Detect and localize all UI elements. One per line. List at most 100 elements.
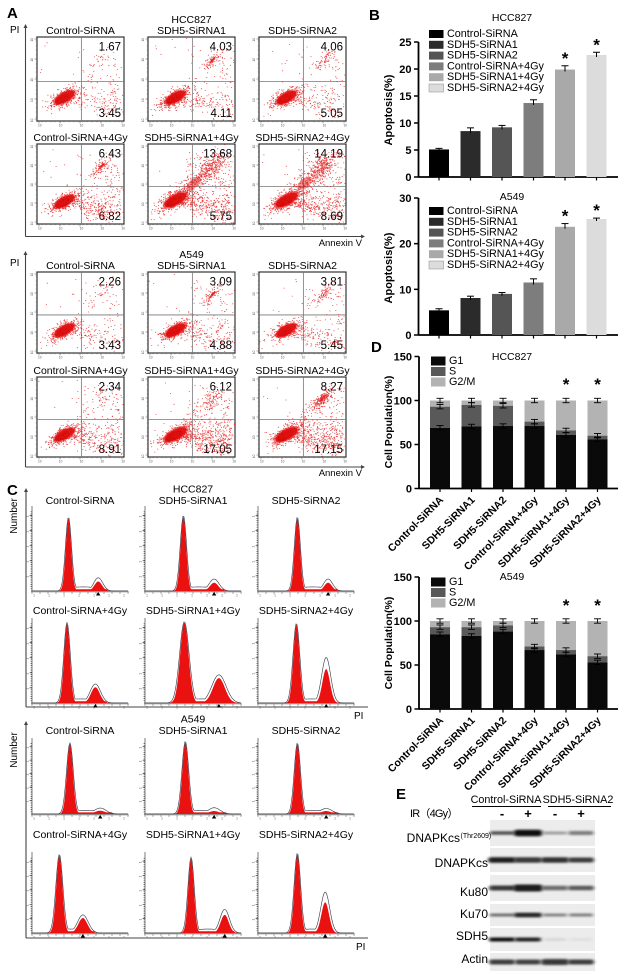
svg-text:*: * (562, 207, 569, 226)
svg-text:1: 1 (139, 531, 143, 533)
svg-text:1: 1 (236, 594, 238, 598)
svg-text:1: 1 (334, 817, 336, 821)
svg-text:1: 1 (221, 817, 223, 821)
svg-text:10: 10 (30, 312, 34, 316)
svg-text:Control-SiRNA: Control-SiRNA (447, 28, 519, 40)
svg-text:Apoptosis(%): Apoptosis(%) (383, 74, 395, 145)
svg-text:1: 1 (274, 936, 276, 940)
svg-text:10: 10 (343, 124, 347, 128)
svg-text:10: 10 (121, 460, 125, 464)
svg-text:1: 1 (319, 594, 321, 598)
svg-text:10: 10 (232, 460, 236, 464)
svg-text:1: 1 (78, 936, 80, 940)
svg-text:10: 10 (101, 460, 105, 464)
svg-text:1: 1 (26, 890, 30, 892)
svg-text:10: 10 (252, 416, 256, 420)
svg-text:20: 20 (399, 239, 411, 251)
svg-text:1: 1 (289, 706, 291, 710)
svg-text:(Thr2609): (Thr2609) (461, 833, 492, 840)
svg-text:G1: G1 (449, 355, 463, 367)
svg-text:10: 10 (30, 118, 34, 122)
svg-text:1: 1 (259, 817, 261, 821)
svg-text:Actin: Actin (461, 952, 488, 966)
svg-text:HCC827: HCC827 (173, 484, 213, 496)
svg-text:1: 1 (252, 658, 256, 660)
svg-text:1: 1 (108, 594, 110, 598)
svg-text:10: 10 (149, 356, 153, 360)
svg-text:1: 1 (33, 936, 35, 940)
svg-text:10: 10 (323, 356, 327, 360)
svg-text:-: - (553, 806, 557, 821)
svg-text:PI: PI (356, 942, 365, 953)
svg-text:SDH5-SiRNA1+4Gy: SDH5-SiRNA1+4Gy (144, 132, 239, 144)
svg-text:10: 10 (30, 78, 34, 82)
svg-text:4.03: 4.03 (210, 42, 232, 54)
svg-text:10: 10 (141, 98, 145, 102)
svg-text:10: 10 (281, 124, 285, 128)
svg-text:100: 100 (394, 616, 412, 628)
svg-text:1: 1 (26, 919, 30, 921)
svg-text:10: 10 (191, 460, 195, 464)
svg-text:10: 10 (38, 356, 42, 360)
svg-text:*: * (594, 375, 601, 394)
svg-text:SDH5-SiRNA1: SDH5-SiRNA1 (159, 725, 228, 737)
svg-text:SDH5-SiRNA1+4Gy: SDH5-SiRNA1+4Gy (447, 248, 545, 260)
svg-text:1: 1 (206, 936, 208, 940)
svg-text:10: 10 (252, 58, 256, 62)
svg-text:6.82: 6.82 (99, 211, 121, 223)
svg-text:1: 1 (161, 817, 163, 821)
svg-text:A549: A549 (500, 571, 525, 583)
svg-text:50: 50 (400, 440, 412, 452)
svg-text:1: 1 (274, 594, 276, 598)
svg-text:10: 10 (252, 98, 256, 102)
svg-text:1: 1 (191, 936, 193, 940)
svg-text:10: 10 (252, 183, 256, 187)
svg-text:10: 10 (80, 356, 84, 360)
svg-text:10: 10 (121, 356, 125, 360)
svg-text:SDH5-SiRNA2+4Gy: SDH5-SiRNA2+4Gy (255, 365, 350, 377)
svg-text:1: 1 (139, 861, 143, 863)
svg-text:1: 1 (289, 817, 291, 821)
svg-text:G1: G1 (449, 576, 463, 588)
svg-text:1: 1 (26, 627, 30, 629)
svg-text:10: 10 (30, 221, 34, 225)
svg-text:1: 1 (252, 561, 256, 563)
svg-text:10: 10 (38, 460, 42, 464)
svg-text:1: 1 (123, 817, 125, 821)
svg-text:1: 1 (206, 817, 208, 821)
svg-text:3.45: 3.45 (99, 108, 121, 120)
svg-text:1: 1 (252, 643, 256, 645)
svg-text:1: 1 (139, 515, 143, 517)
svg-text:1: 1 (139, 546, 143, 548)
svg-text:10: 10 (252, 331, 256, 335)
svg-text:1: 1 (139, 688, 143, 690)
svg-text:10: 10 (323, 124, 327, 128)
svg-text:1: 1 (349, 817, 351, 821)
svg-text:1: 1 (334, 594, 336, 598)
svg-text:0: 0 (405, 172, 411, 184)
svg-text:1: 1 (274, 817, 276, 821)
svg-text:1: 1 (108, 706, 110, 710)
svg-text:1: 1 (78, 817, 80, 821)
svg-text:10: 10 (141, 118, 145, 122)
svg-text:SDH5-SiRNA2: SDH5-SiRNA2 (268, 260, 337, 272)
svg-text:*: * (562, 49, 569, 68)
svg-text:10: 10 (170, 124, 174, 128)
svg-text:1: 1 (289, 594, 291, 598)
svg-text:10: 10 (30, 273, 34, 277)
svg-text:Control-SiRNA: Control-SiRNA (46, 260, 115, 272)
svg-text:6.12: 6.12 (210, 382, 232, 394)
svg-text:1: 1 (33, 594, 35, 598)
svg-text:0: 0 (406, 704, 412, 716)
svg-text:1: 1 (252, 531, 256, 533)
svg-text:E: E (396, 786, 406, 803)
svg-text:1: 1 (319, 817, 321, 821)
svg-text:1: 1 (63, 594, 65, 598)
svg-text:*: * (593, 35, 600, 54)
svg-text:1: 1 (259, 594, 261, 598)
svg-text:10: 10 (281, 356, 285, 360)
svg-text:1: 1 (221, 706, 223, 710)
svg-text:Annexin V: Annexin V (319, 468, 363, 479)
svg-text:HCC827: HCC827 (171, 14, 211, 26)
svg-text:1: 1 (252, 576, 256, 578)
